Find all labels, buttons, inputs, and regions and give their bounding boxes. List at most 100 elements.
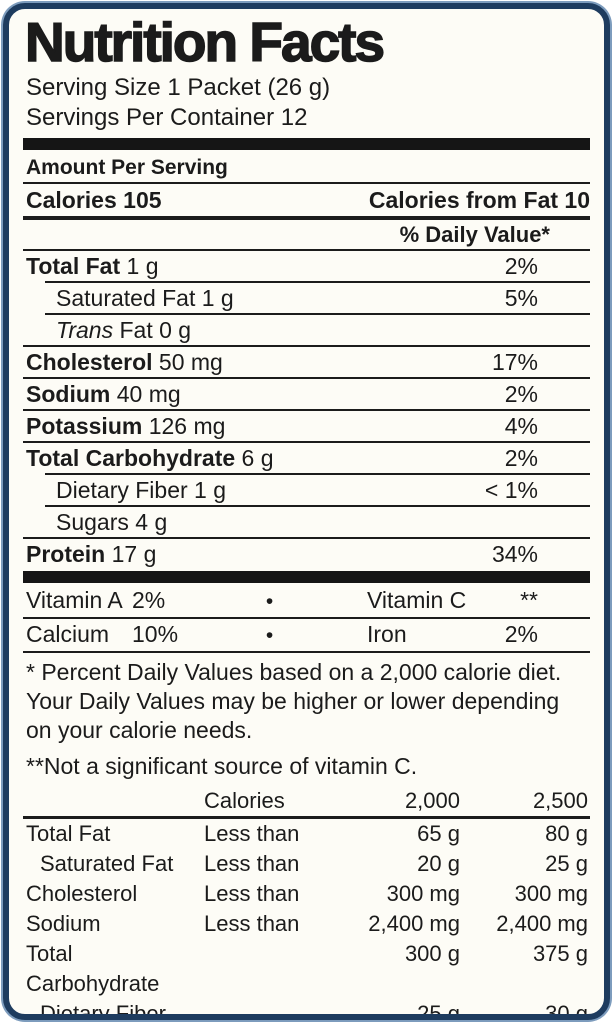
- divider: [23, 216, 590, 220]
- divider: [23, 537, 590, 539]
- nutrient-dv: 2%: [504, 381, 538, 407]
- nutrient-amount: 1 g: [187, 477, 227, 503]
- nutrient-dv: 2%: [504, 445, 538, 471]
- table-cell-2500: 300 mg: [514, 881, 588, 906]
- vitamin-value: 10%: [132, 621, 179, 647]
- daily-value-header: % Daily Value*: [399, 222, 550, 247]
- nutrient-dv: 17%: [491, 349, 538, 375]
- nutrient-dv: 5%: [504, 285, 538, 311]
- nutrient-amount: 126 mg: [142, 413, 226, 439]
- divider: [23, 345, 590, 347]
- nutrition-facts-label: Nutrition Facts Serving Size 1 Packet (2…: [3, 3, 610, 1020]
- vitamin-row-a-c: Vitamin A 2% • Vitamin C **: [23, 585, 590, 617]
- table-row-sodium: Sodium Less than 2,400 mg 2,400 mg: [23, 909, 590, 939]
- servings-per-container: Servings Per Container 12: [26, 104, 308, 131]
- nutrient-row-saturated-fat: Saturated Fat 1 g 5%: [23, 283, 590, 313]
- nutrient-amount: 40 mg: [110, 381, 181, 407]
- table-row-total-fat: Total Fat Less than 65 g 80 g: [23, 819, 590, 849]
- vitamin-name: Iron: [367, 621, 407, 647]
- divider: [23, 617, 590, 619]
- nutrient-name: Trans: [56, 317, 114, 343]
- calories-row: Calories 105 Calories from Fat 10: [23, 184, 590, 216]
- table-cell-label: Total Fat: [26, 821, 111, 846]
- divider: [23, 409, 590, 411]
- table-cell-2000: 65 g: [417, 821, 460, 846]
- divider: [45, 473, 590, 475]
- nutrient-row-total-carbohydrate: Total Carbohydrate 6 g 2%: [23, 443, 590, 473]
- vitamin-value: **: [520, 587, 538, 613]
- table-cell-2000: 20 g: [417, 851, 460, 876]
- nutrient-amount: Fat 0 g: [113, 317, 192, 343]
- vitamin-value: 2%: [132, 587, 166, 613]
- daily-values-footnote: * Percent Daily Values based on a 2,000 …: [26, 659, 562, 743]
- divider: [23, 182, 590, 184]
- nutrient-name: Dietary Fiber: [56, 477, 188, 503]
- thick-divider: [23, 571, 590, 583]
- divider: [23, 249, 590, 251]
- vitamin-name: Vitamin C: [367, 587, 467, 613]
- calories-from-fat-value: Calories from Fat 10: [368, 187, 590, 213]
- nutrient-row-trans-fat: Trans Fat 0 g: [23, 315, 590, 345]
- table-cell-qualifier: Less than: [204, 851, 300, 876]
- nutrient-name: Cholesterol: [26, 349, 153, 375]
- thick-divider: [23, 138, 590, 150]
- table-cell-2000: 2,400 mg: [368, 911, 460, 936]
- vitamin-name: Vitamin A: [26, 587, 123, 613]
- nutrient-amount: 1 g: [195, 285, 234, 311]
- divider: [23, 816, 590, 819]
- divider: [45, 281, 590, 283]
- table-header-2500: 2,500: [532, 788, 588, 813]
- table-row-cholesterol: Cholesterol Less than 300 mg 300 mg: [23, 879, 590, 909]
- nutrient-amount: 1 g: [120, 253, 159, 279]
- nutrient-name: Sugars: [56, 509, 129, 535]
- table-cell-2500: 30 g: [545, 1001, 588, 1020]
- divider: [23, 441, 590, 443]
- reference-table-header: Calories 2,000 2,500: [23, 786, 590, 816]
- nutrient-row-sodium: Sodium 40 mg 2%: [23, 379, 590, 409]
- table-row-dietary-fiber: Dietary Fiber 25 g 30 g: [23, 999, 590, 1020]
- table-cell-2500: 2,400 mg: [496, 911, 588, 936]
- table-cell-label: Dietary Fiber: [40, 1001, 166, 1020]
- nutrient-dv: 34%: [491, 541, 538, 567]
- table-cell-label: Saturated Fat: [40, 851, 174, 876]
- label-title: Nutrition Facts: [24, 11, 386, 73]
- nutrient-row-dietary-fiber: Dietary Fiber 1 g < 1%: [23, 475, 590, 505]
- bullet-separator-icon: •: [265, 590, 274, 613]
- nutrient-dv: < 1%: [484, 477, 538, 503]
- table-cell-label: Sodium: [26, 911, 101, 936]
- nutrient-dv: 2%: [504, 253, 538, 279]
- table-cell-2000: 25 g: [417, 1001, 460, 1020]
- nutrient-name: Sodium: [26, 381, 111, 407]
- calories-value: Calories 105: [26, 187, 162, 213]
- table-header-calories: Calories: [204, 788, 285, 813]
- vitamin-name: Calcium: [26, 621, 110, 647]
- table-cell-2500: 375 g: [532, 941, 588, 966]
- table-cell-2500: 80 g: [545, 821, 588, 846]
- vitamin-value: 2%: [504, 621, 538, 647]
- amount-per-serving-label: Amount Per Serving: [26, 156, 228, 179]
- table-cell-qualifier: Less than: [204, 821, 300, 846]
- nutrient-amount: 17 g: [105, 541, 157, 567]
- table-cell-qualifier: Less than: [204, 911, 300, 936]
- nutrient-row-sugars: Sugars 4 g: [23, 507, 590, 537]
- nutrient-amount: 6 g: [235, 445, 274, 471]
- table-cell-qualifier: Less than: [204, 881, 300, 906]
- nutrient-name: Total Fat: [26, 253, 121, 279]
- divider: [23, 377, 590, 379]
- table-row-total-carbohydrate: Total Carbohydrate 300 g 375 g: [23, 939, 590, 999]
- nutrient-row-protein: Protein 17 g 34%: [23, 539, 590, 569]
- serving-size: Serving Size 1 Packet (26 g): [26, 74, 331, 101]
- divider: [45, 505, 590, 507]
- table-row-saturated-fat: Saturated Fat Less than 20 g 25 g: [23, 849, 590, 879]
- nutrient-amount: 4 g: [128, 509, 168, 535]
- nutrient-name: Protein: [26, 541, 106, 567]
- nutrient-dv: 4%: [504, 413, 538, 439]
- nutrient-row-cholesterol: Cholesterol 50 mg 17%: [23, 347, 590, 377]
- nutrient-amount: 50 mg: [152, 349, 223, 375]
- bullet-separator-icon: •: [265, 624, 274, 647]
- divider: [23, 651, 590, 653]
- vitamin-c-footnote: **Not a significant source of vitamin C.: [26, 753, 418, 779]
- vitamin-row-calcium-iron: Calcium 10% • Iron 2%: [23, 619, 590, 651]
- nutrient-name: Potassium: [26, 413, 143, 439]
- table-cell-2000: 300 mg: [386, 881, 460, 906]
